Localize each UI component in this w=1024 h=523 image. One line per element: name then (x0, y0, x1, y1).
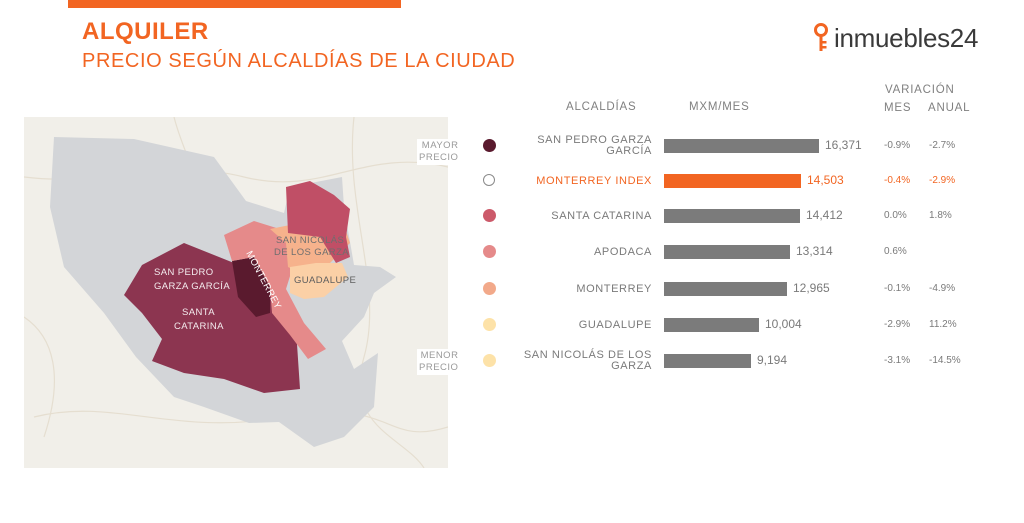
variacion-mes: -0.4% (884, 175, 911, 186)
row-label: GUADALUPE (492, 310, 652, 340)
district-map: SAN PEDRO GARZA GARCÍA SANTA CATARINA MO… (24, 117, 448, 468)
scale-top-line2: PRECIO (419, 152, 459, 163)
map-region-monterrey (224, 221, 326, 359)
page-title: ALQUILER (82, 18, 209, 45)
table-row: SAN NICOLÁS DE LOS GARZA 9,194 -3.1% -14.5% (0, 346, 1024, 376)
bar-value-label: 16,371 (825, 138, 862, 152)
brand-logo: inmuebles24 (812, 20, 978, 56)
map-region-guadalupe (290, 263, 348, 299)
variacion-anual: -2.7% (929, 140, 956, 151)
row-label: APODACA (492, 237, 652, 267)
variacion-mes: 0.0% (884, 210, 907, 221)
row-label-text: MONTERREY (576, 282, 652, 295)
table-row: MONTERREY INDEX 14,503 -0.4% -2.9% (0, 166, 1024, 196)
row-label: SANTA CATARINA (492, 201, 652, 231)
variacion-mes: -2.9% (884, 319, 911, 330)
row-label-text: SAN NICOLÁS DE LOS GARZA (523, 349, 652, 372)
legend-dot (483, 354, 496, 367)
table-row: APODACA 13,314 0.6% (0, 237, 1024, 267)
key-icon (814, 23, 828, 51)
row-label-text: SANTA CATARINA (551, 209, 652, 222)
table-row: GUADALUPE 10,004 -2.9% 11.2% (0, 310, 1024, 340)
row-label: SAN PEDRO GARZA GARCÍA (492, 131, 652, 161)
map-region-apodaca (286, 181, 350, 263)
bar (664, 354, 751, 368)
variacion-anual: -2.9% (929, 175, 956, 186)
bar (664, 209, 800, 223)
header-mxm-mes: MXM/MES (689, 101, 750, 113)
row-label: SAN NICOLÁS DE LOS GARZA (492, 346, 652, 376)
variacion-mes: 0.6% (884, 246, 907, 257)
header-anual: ANUAL (928, 102, 971, 114)
legend-dot (483, 139, 496, 152)
bar-value-label: 12,965 (793, 281, 830, 295)
row-label: MONTERREY INDEX (492, 166, 652, 196)
legend-dot (483, 209, 496, 222)
legend-dot (483, 282, 496, 295)
bar (664, 282, 787, 296)
bar-value-label: 13,314 (796, 244, 833, 258)
map-label-san-pedro-1: SAN PEDRO (154, 267, 214, 278)
map-label-san-nicolas-1: SAN NICOLÁS (276, 235, 344, 246)
bar (664, 245, 790, 259)
header-mes: MES (884, 102, 912, 114)
variacion-mes: -3.1% (884, 355, 911, 366)
table-row: SANTA CATARINA 14,412 0.0% 1.8% (0, 201, 1024, 231)
row-label-text: MONTERREY INDEX (536, 174, 652, 187)
accent-bar (68, 0, 401, 8)
variacion-mes: -0.9% (884, 140, 911, 151)
page-subtitle: PRECIO SEGÚN ALCALDÍAS DE LA CIUDAD (82, 50, 516, 72)
variacion-anual: 1.8% (929, 210, 952, 221)
header-alcaldias: ALCALDÍAS (566, 101, 637, 113)
scale-label-top: MAYOR PRECIO (417, 139, 461, 165)
map-label-san-pedro-2: GARZA GARCÍA (154, 281, 230, 292)
bar (664, 174, 801, 188)
map-label-santa-catarina-1: SANTA (182, 307, 215, 318)
table-row: SAN PEDRO GARZA GARCÍA 16,371 -0.9% -2.7% (0, 131, 1024, 161)
map-region-santa-catarina (124, 243, 300, 393)
legend-dot (483, 245, 496, 258)
header-variacion: VARIACIÓN (885, 84, 955, 96)
bar-value-label: 14,412 (806, 208, 843, 222)
row-label-text: APODACA (594, 245, 652, 258)
bar-value-label: 9,194 (757, 353, 788, 367)
bar (664, 318, 759, 332)
legend-dot (483, 318, 496, 331)
scale-label-bottom: MENOR PRECIO (417, 349, 461, 375)
variacion-anual: -4.9% (929, 283, 956, 294)
scale-bottom-line2: PRECIO (419, 362, 459, 373)
map-label-guadalupe: GUADALUPE (294, 275, 356, 286)
legend-dot (483, 174, 495, 186)
bar-value-label: 10,004 (765, 317, 802, 331)
logo-text: inmuebles24 (834, 22, 979, 53)
variacion-anual: -14.5% (929, 355, 961, 366)
scale-bottom-line1: MENOR (420, 350, 459, 361)
row-label-text: GUADALUPE (578, 318, 652, 331)
scale-top-line1: MAYOR (421, 140, 459, 151)
variacion-mes: -0.1% (884, 283, 911, 294)
map-label-san-nicolas-2: DE LOS GARZA (274, 247, 349, 258)
map-label-santa-catarina-2: CATARINA (174, 321, 224, 332)
map-region-san-pedro (232, 257, 270, 317)
table-row: MONTERREY 12,965 -0.1% -4.9% (0, 274, 1024, 304)
bar (664, 139, 819, 153)
variacion-anual: 11.2% (929, 319, 957, 330)
bar-value-label: 14,503 (807, 173, 844, 187)
row-label: MONTERREY (492, 274, 652, 304)
row-label-text: SAN PEDRO GARZA GARCÍA (537, 134, 652, 157)
